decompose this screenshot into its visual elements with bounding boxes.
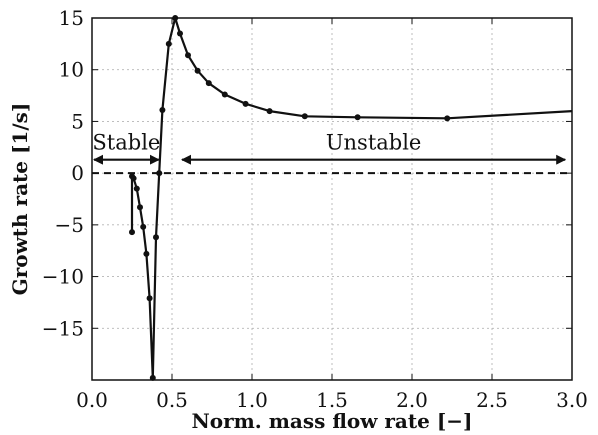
axis-ticks: 0.0 0.5 1.0 1.5 2.0 2.5 3.0 15 10 5 0 −5 −10 −15 — [42, 6, 588, 412]
data-point — [185, 52, 191, 59]
series-line — [129, 15, 573, 381]
data-point — [444, 115, 451, 122]
data-point — [177, 30, 183, 37]
x-tick-label: 0.0 — [76, 388, 108, 412]
grid-lines — [91, 17, 573, 380]
stable-label: Stable — [92, 131, 160, 155]
data-point — [354, 114, 361, 121]
x-tick-label: 3.0 — [556, 388, 588, 412]
data-point — [129, 229, 135, 236]
data-point — [156, 170, 163, 177]
x-tick-label: 0.5 — [156, 388, 188, 412]
data-point — [266, 108, 273, 115]
annotations: Stable Unstable — [92, 131, 567, 165]
x-axis-label: Norm. mass flow rate [−] — [191, 409, 472, 433]
data-point — [301, 113, 308, 120]
y-tick-label: 5 — [71, 109, 84, 133]
data-point — [159, 107, 166, 114]
y-axis-label: Growth rate [1/s] — [8, 103, 32, 296]
y-tick-label: 15 — [59, 6, 84, 30]
data-point — [221, 91, 228, 98]
x-tick-label: 2.5 — [476, 388, 508, 412]
unstable-label: Unstable — [326, 131, 422, 155]
y-tick-label: 0 — [71, 161, 84, 185]
y-tick-label: −15 — [42, 316, 84, 340]
data-point — [143, 250, 150, 257]
data-point — [194, 67, 201, 74]
y-tick-label: −5 — [55, 213, 84, 237]
y-tick-label: −10 — [42, 265, 84, 289]
x-tick-label: 2.0 — [396, 388, 428, 412]
data-point — [137, 204, 143, 211]
data-point — [153, 234, 159, 241]
data-point — [130, 175, 137, 182]
data-point — [205, 80, 212, 87]
data-point — [165, 40, 172, 47]
x-tick-label: 1.0 — [236, 388, 268, 412]
data-point — [146, 295, 153, 302]
data-point — [140, 223, 147, 230]
data-point — [242, 100, 249, 107]
data-point — [133, 185, 140, 192]
x-tick-label: 1.5 — [316, 388, 348, 412]
y-tick-label: 10 — [59, 58, 84, 82]
